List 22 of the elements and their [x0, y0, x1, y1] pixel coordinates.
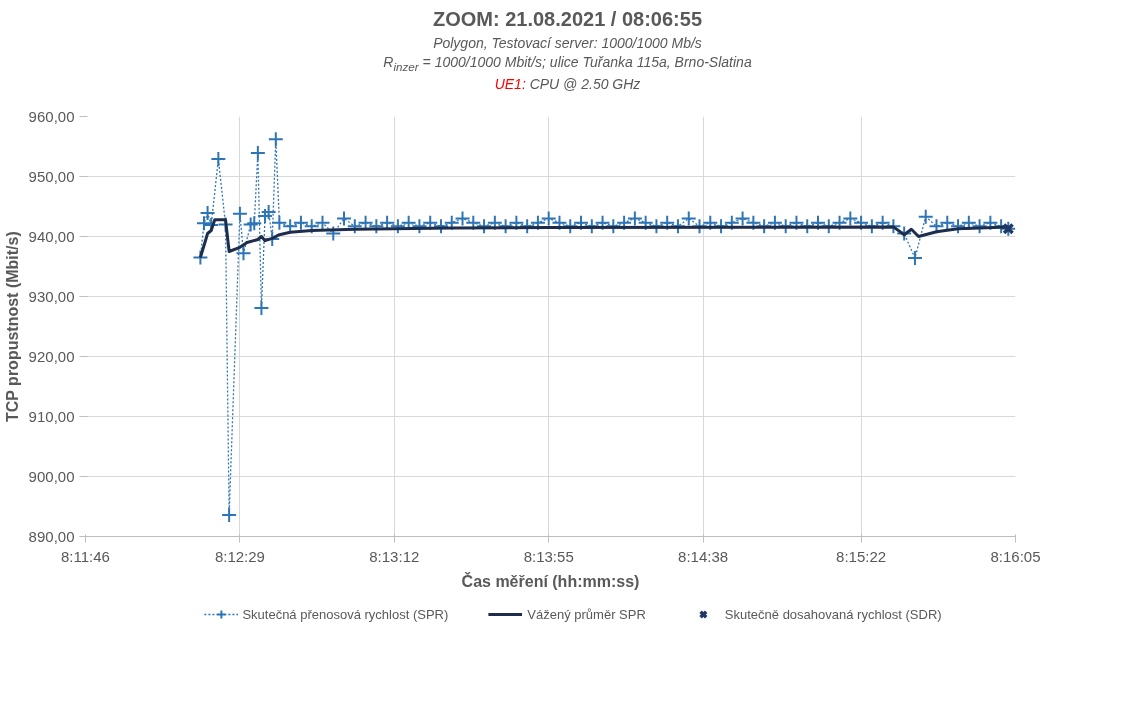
x-tick-label: 8:13:12 [369, 547, 420, 565]
y-tick-label: 910,00 [28, 407, 75, 425]
legend-label: Skutečně dosahovaná rychlost (SDR) [724, 606, 942, 622]
y-axis-title: TCP propustnost (Mbit/s) [3, 231, 21, 423]
y-tick-label: 940,00 [28, 227, 75, 245]
legend-label: Vážený průměr SPR [527, 606, 646, 622]
y-tick-label: 930,00 [28, 287, 75, 305]
y-tick-label: 900,00 [28, 467, 75, 485]
x-tick-label: 8:16:05 [990, 547, 1041, 565]
y-tick-label: 920,00 [28, 347, 75, 365]
y-tick-label: 960,00 [28, 107, 75, 125]
legend-label: Skutečná přenosová rychlost (SPR) [242, 606, 449, 622]
x-tick-label: 8:11:46 [61, 547, 110, 565]
x-tick-label: 8:15:22 [836, 547, 887, 565]
y-tick-label: 950,00 [28, 167, 75, 185]
x-tick-label: 8:12:29 [214, 547, 265, 565]
chart-title: ZOOM: 21.08.2021 / 08:06:55 [431, 7, 703, 32]
x-tick-label: 8:14:38 [678, 547, 729, 565]
y-tick-label: 890,00 [28, 527, 75, 545]
text: Polygon, Testovací server: 1000/1000 Mb/s R$_{inzer}$ = 1000/1000 Mbit/s; ulice Tuřanka 115a, Brno-Slatina UE1: CPU @ 2.50 GHz [383, 34, 752, 93]
x-axis-title: Čas měření (hh:mm:ss) [461, 571, 640, 590]
x-tick-label: 8:13:55 [523, 547, 574, 565]
